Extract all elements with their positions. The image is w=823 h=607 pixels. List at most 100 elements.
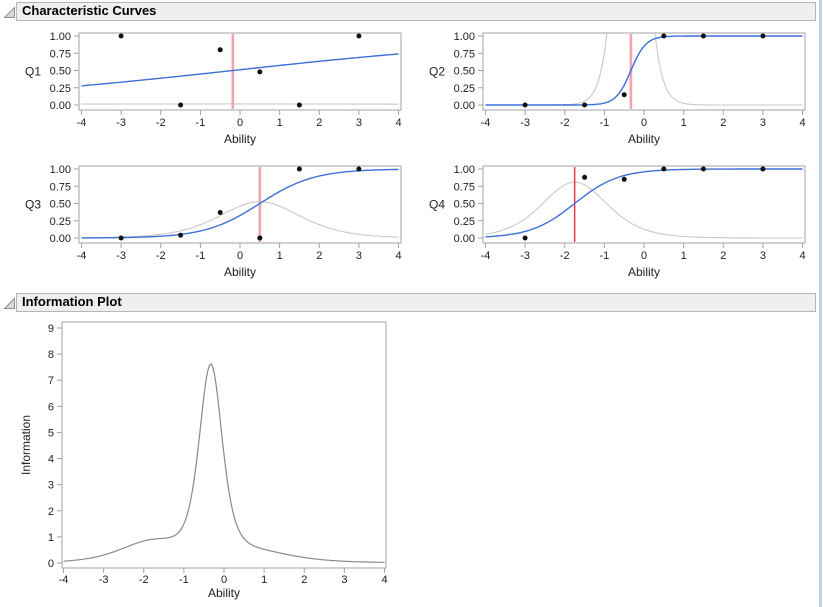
y-tick-label: 1.00 — [454, 164, 475, 176]
x-tick-label: 2 — [720, 250, 726, 262]
y-tick-label: 0.50 — [454, 66, 475, 78]
x-tick-label: 4 — [799, 250, 805, 262]
x-tick-label: 0 — [221, 574, 227, 586]
x-tick-label: 4 — [395, 117, 401, 129]
data-point[interactable] — [700, 33, 706, 39]
data-point[interactable] — [661, 166, 667, 172]
y-tick-label: 0.50 — [50, 199, 71, 211]
data-point[interactable] — [356, 166, 362, 172]
y-tick-label: 0.75 — [50, 48, 71, 60]
disclosure-triangle-icon[interactable] — [3, 6, 16, 19]
x-tick-label: 1 — [681, 117, 687, 129]
item-information-curve — [485, 33, 803, 106]
section-title-bar[interactable]: Characteristic Curves — [16, 2, 816, 21]
x-tick-label: -4 — [481, 250, 491, 262]
x-tick-label: -1 — [179, 574, 189, 586]
y-axis-title: Q3 — [25, 198, 41, 212]
data-point[interactable] — [356, 33, 362, 39]
information-curve — [63, 363, 385, 563]
x-tick-label: 0 — [237, 117, 243, 129]
data-point[interactable] — [582, 102, 588, 108]
y-tick-label: 0.00 — [454, 233, 475, 245]
y-tick-label: 1.00 — [50, 31, 71, 43]
data-point[interactable] — [621, 176, 627, 182]
x-tick-label: 0 — [641, 117, 647, 129]
data-point[interactable] — [621, 92, 627, 98]
x-axis-title: Ability — [628, 265, 660, 279]
icc-curve — [485, 168, 803, 238]
data-point[interactable] — [118, 235, 124, 241]
x-tick-label: -1 — [195, 117, 205, 129]
x-tick-label: -3 — [116, 117, 126, 129]
y-tick-label: 0.25 — [50, 83, 71, 95]
plot-frame — [78, 165, 402, 244]
x-tick-label: -2 — [139, 574, 149, 586]
data-point[interactable] — [217, 47, 223, 53]
y-tick-label: 1.00 — [454, 31, 475, 43]
data-point[interactable] — [296, 166, 302, 172]
icc-curve — [485, 35, 803, 106]
x-axis-title: Ability — [628, 132, 660, 146]
window-right-border — [819, 0, 822, 607]
data-point[interactable] — [296, 102, 302, 108]
data-point[interactable] — [760, 166, 766, 172]
section-header-characteristic-curves: Characteristic Curves — [0, 2, 816, 22]
x-tick-label: 3 — [760, 250, 766, 262]
x-tick-label: -3 — [116, 250, 126, 262]
x-tick-label: 1 — [681, 250, 687, 262]
data-point[interactable] — [661, 33, 667, 39]
x-axis-title: Ability — [224, 132, 256, 146]
x-tick-label: -4 — [481, 117, 491, 129]
y-axis-title: Q1 — [25, 65, 41, 79]
section-title: Information Plot — [22, 294, 122, 309]
x-tick-label: 0 — [237, 250, 243, 262]
icc-curve — [81, 168, 399, 239]
x-tick-label: -2 — [156, 250, 166, 262]
plot-frame — [61, 321, 387, 569]
x-axis-title: Ability — [224, 265, 256, 279]
x-tick-label: -3 — [520, 250, 530, 262]
data-point[interactable] — [257, 69, 263, 75]
data-point[interactable] — [522, 102, 528, 108]
y-tick-label: 2 — [48, 506, 54, 518]
x-tick-label: 2 — [316, 117, 322, 129]
x-tick-label: -2 — [156, 117, 166, 129]
x-tick-label: 3 — [356, 117, 362, 129]
x-tick-label: 3 — [356, 250, 362, 262]
data-point[interactable] — [760, 33, 766, 39]
data-point[interactable] — [522, 235, 528, 241]
x-tick-label: 4 — [799, 117, 805, 129]
y-tick-label: 4 — [48, 454, 54, 466]
y-tick-label: 5 — [48, 427, 54, 439]
x-tick-label: -4 — [59, 574, 69, 586]
y-axis-title: Information — [19, 415, 33, 475]
y-tick-label: 9 — [48, 323, 54, 335]
x-tick-label: 4 — [381, 574, 387, 586]
data-point[interactable] — [118, 33, 124, 39]
x-tick-label: -1 — [195, 250, 205, 262]
y-tick-label: 3 — [48, 480, 54, 492]
data-point[interactable] — [700, 166, 706, 172]
y-tick-label: 1.00 — [50, 164, 71, 176]
x-tick-label: 0 — [641, 250, 647, 262]
y-tick-label: 0.00 — [50, 100, 71, 112]
y-tick-label: 0.75 — [454, 181, 475, 193]
y-tick-label: 0 — [48, 558, 54, 570]
data-point[interactable] — [217, 210, 223, 215]
plot-frame — [482, 32, 806, 111]
item-information-curve — [81, 201, 399, 239]
y-tick-label: 0.25 — [454, 216, 475, 228]
data-point[interactable] — [178, 102, 184, 108]
data-point[interactable] — [178, 232, 184, 238]
icc-plot-q3: -4 -3 -2 -1 0 1 2 3 4 0.00 0.25 0.50 0.75 1.00 Ability… — [25, 164, 402, 279]
information-plot: -4 -3 -2 -1 0 1 2 3 4 0 1 2 3 4 5 6 7 8 9 Ability Informatio… — [19, 321, 388, 600]
icc-plot-q4: -4 -3 -2 -1 0 1 2 3 4 0.00 0.25 0.50 0.75 1.00 Ability… — [429, 164, 806, 279]
y-axis-title: Q4 — [429, 198, 445, 212]
x-tick-label: 2 — [301, 574, 307, 586]
y-tick-label: 1 — [48, 532, 54, 544]
section-title-bar[interactable]: Information Plot — [16, 293, 816, 312]
disclosure-triangle-icon[interactable] — [3, 297, 16, 310]
y-tick-label: 0.75 — [50, 181, 71, 193]
data-point[interactable] — [582, 174, 588, 180]
data-point[interactable] — [257, 235, 263, 241]
